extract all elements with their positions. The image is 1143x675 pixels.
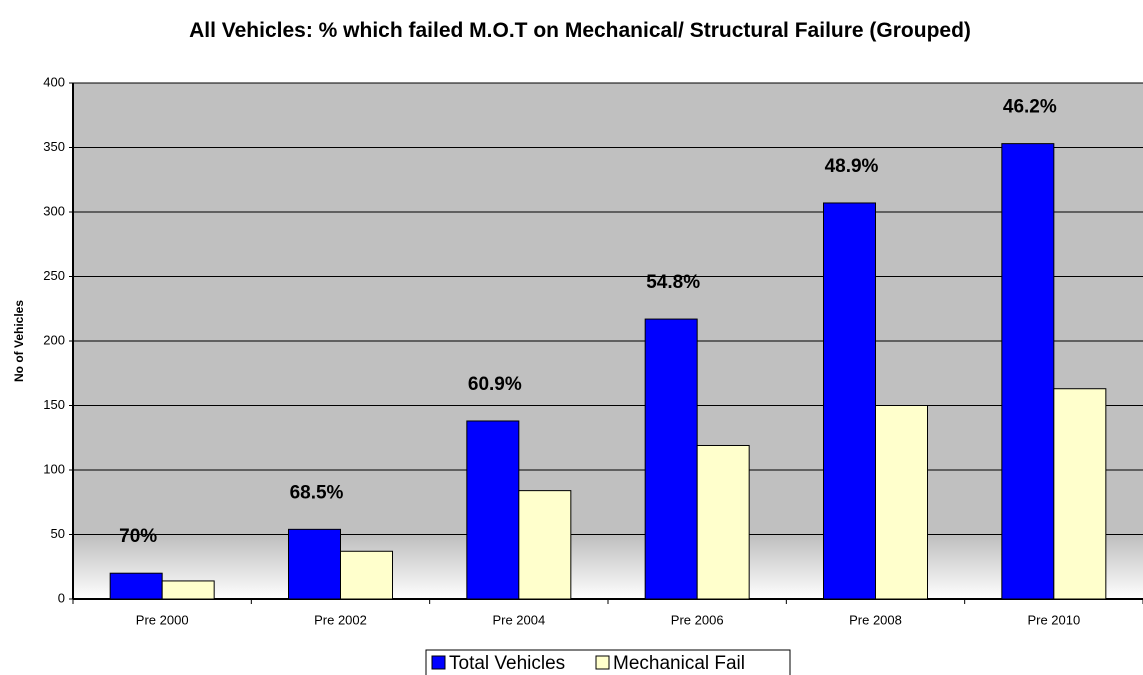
y-tick-label: 150 [43, 397, 65, 412]
legend-label: Mechanical Fail [613, 653, 745, 674]
bar [288, 528, 341, 600]
x-tick-label: Pre 2000 [136, 612, 189, 627]
chart-title: All Vehicles: % which failed M.O.T on Me… [189, 19, 971, 42]
bar [875, 405, 928, 600]
y-tick-label: 250 [43, 268, 65, 283]
annotation: 46.2% [1003, 97, 1057, 118]
bar [823, 202, 876, 600]
y-tick-label: 200 [43, 332, 65, 347]
bar [644, 318, 698, 600]
bar [109, 572, 163, 600]
x-tick-label: Pre 2002 [314, 612, 367, 627]
y-tick-label: 100 [43, 461, 65, 476]
annotation: 54.8% [646, 272, 700, 293]
x-tick-label: Pre 2010 [1027, 612, 1080, 627]
y-tick-label: 0 [58, 590, 65, 605]
y-tick-label: 300 [43, 203, 65, 218]
bar [340, 550, 393, 600]
annotation: 60.9% [468, 374, 522, 395]
annotation: 48.9% [825, 156, 879, 177]
y-tick-label: 50 [51, 526, 65, 541]
y-axis-label: No of Vehicles [12, 300, 26, 382]
bar [466, 420, 520, 600]
y-tick-label: 350 [43, 139, 65, 154]
bar [696, 444, 750, 600]
x-tick-label: Pre 2008 [849, 612, 902, 627]
bar [1001, 143, 1055, 600]
bar [161, 580, 215, 600]
x-tick-label: Pre 2006 [671, 612, 724, 627]
x-tick-label: Pre 2004 [492, 612, 545, 627]
bar [518, 490, 572, 600]
bar [1053, 388, 1107, 600]
legend-swatch [431, 655, 446, 670]
y-tick-label: 400 [43, 74, 65, 89]
legend-label: Total Vehicles [449, 653, 565, 674]
annotation: 70% [119, 526, 157, 547]
annotation: 68.5% [290, 482, 344, 503]
legend-swatch [595, 655, 610, 670]
